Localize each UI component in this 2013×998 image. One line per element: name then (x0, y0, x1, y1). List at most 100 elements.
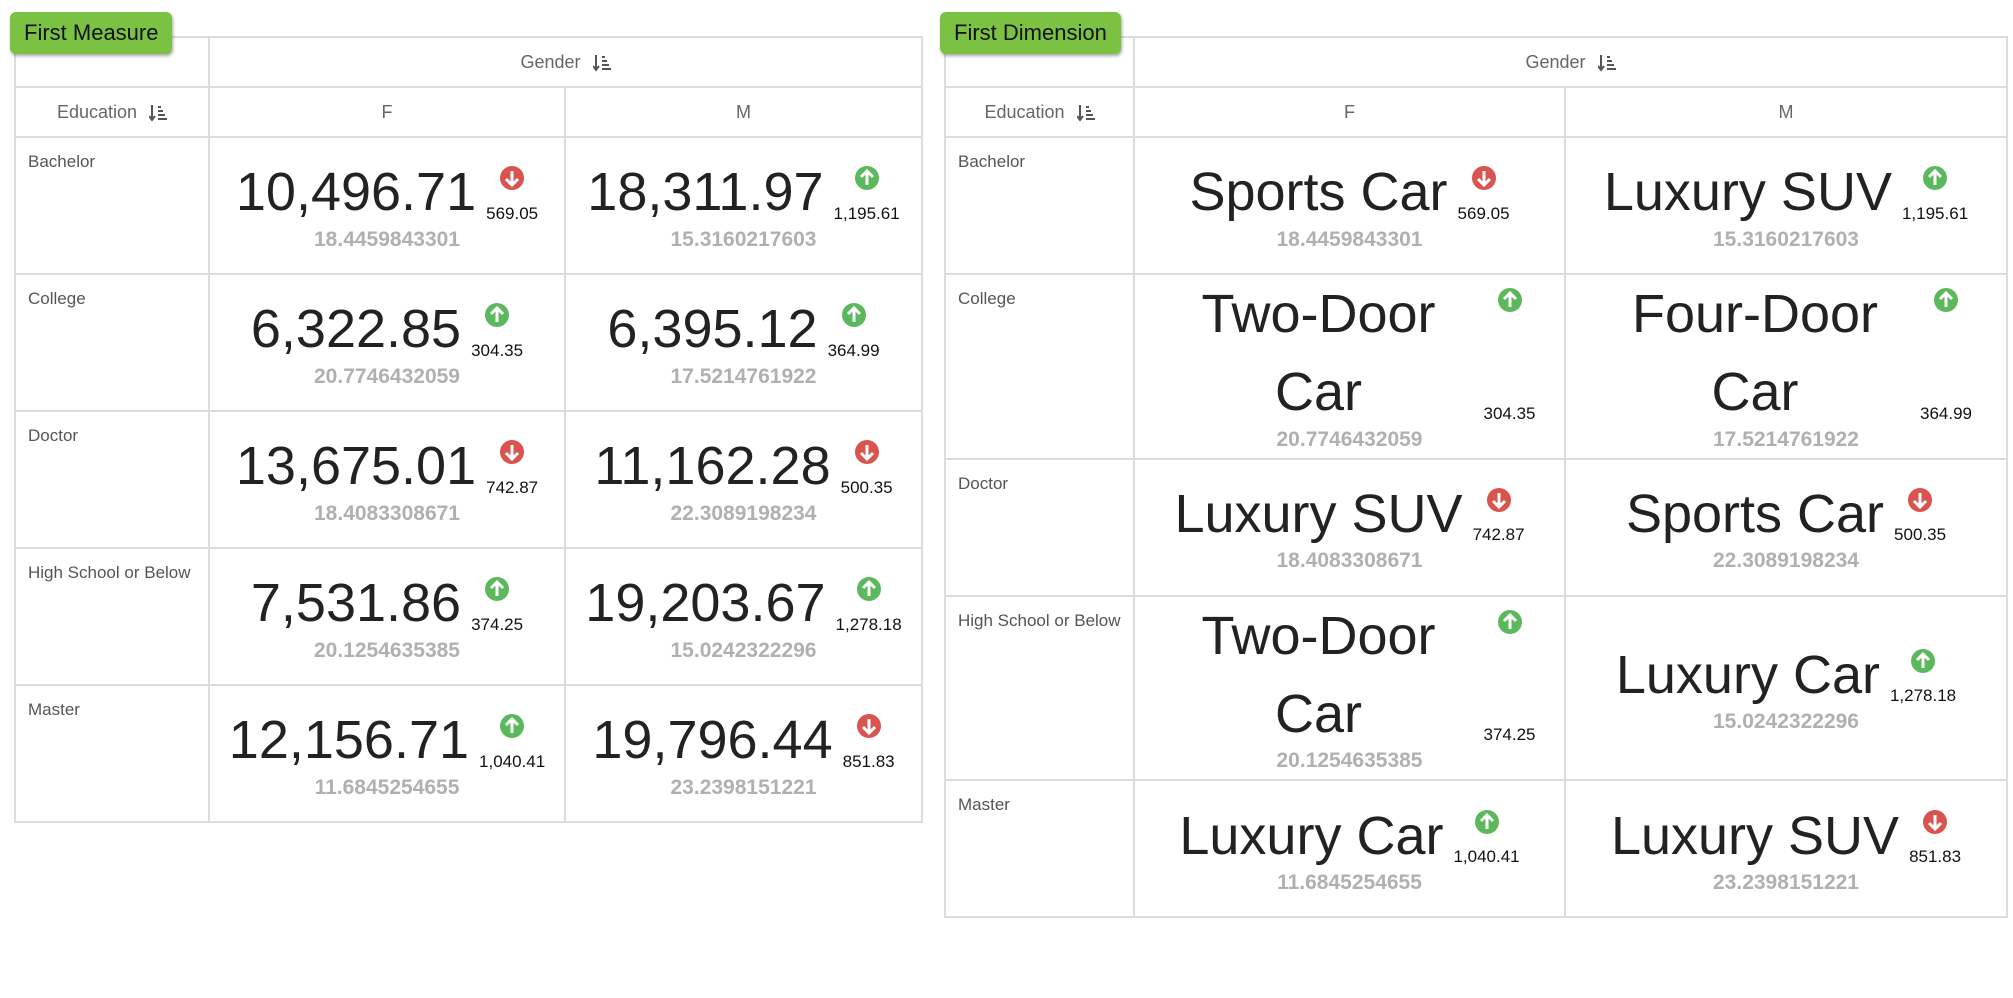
change-value: 374.25 (1483, 725, 1536, 745)
cell-content: Two-Door Car 304.35 (1164, 275, 1536, 432)
badge: First Dimension (940, 12, 1121, 54)
trend-icon (854, 166, 879, 191)
cell-content: Luxury Car 1,278.18 (1616, 636, 1956, 714)
column-header: Gender (1133, 36, 2008, 88)
data-cell: 7,531.86 374.25 20.1254635385 (208, 547, 566, 686)
data-row: Bachelor Sports Car 569.05 18.4459843301 Lux… (944, 136, 2008, 275)
row-label: Master (14, 684, 210, 823)
cell-sub-value: 20.7746432059 (314, 364, 460, 388)
data-cell: 18,311.97 1,195.61 15.3160217603 (564, 136, 923, 275)
change-value: 1,040.41 (479, 751, 546, 771)
row-header: Education (14, 86, 210, 138)
data-cell: 11,162.28 500.35 22.3089198234 (564, 410, 923, 549)
data-row: Bachelor 10,496.71 569.05 18.4459843301 18,3… (14, 136, 923, 275)
cell-value: 7,531.86 (250, 573, 462, 634)
row-label: Bachelor (944, 136, 1135, 275)
data-row: College 6,322.85 304.35 20.7746432059 6,395.… (14, 273, 923, 412)
trend-icon (1486, 487, 1511, 512)
cell-content: 11,162.28 500.35 (594, 427, 892, 505)
change-value: 1,195.61 (1901, 203, 1969, 223)
row-header-label: Education (984, 101, 1065, 122)
cell-content: 12,156.71 1,040.41 (229, 701, 545, 779)
data-cell: 6,395.12 364.99 17.5214761922 (564, 273, 923, 412)
data-cell: Two-Door Car 304.35 20.7746432059 (1133, 273, 1566, 460)
row-label: College (14, 273, 210, 412)
data-cell: 19,796.44 851.83 23.2398151221 (564, 684, 923, 823)
change-value: 364.99 (827, 340, 880, 360)
cell-content: Luxury SUV 1,195.61 (1604, 153, 1968, 231)
cell-change: 500.35 (1894, 475, 1946, 553)
header-row: Education F M (14, 86, 923, 138)
trend-icon (856, 714, 881, 739)
cell-change: 742.87 (486, 427, 538, 505)
cell-content: 6,322.85 304.35 (251, 290, 523, 368)
sort-icon[interactable] (1596, 54, 1616, 72)
change-value: 374.25 (471, 614, 524, 634)
data-cell: Luxury Car 1,040.41 11.6845254655 (1133, 779, 1566, 919)
trend-icon (500, 166, 525, 191)
cell-change: 851.83 (1909, 797, 1961, 875)
change-value: 569.05 (1457, 203, 1510, 223)
trend-icon (500, 440, 525, 465)
cell-value: 10,496.71 (235, 162, 477, 223)
row-label: Bachelor (14, 136, 210, 275)
cell-sub-value: 23.2398151221 (1713, 870, 1859, 894)
trend-icon (1497, 609, 1522, 634)
cell-content: 19,203.67 1,278.18 (585, 564, 901, 642)
sort-icon[interactable] (148, 104, 168, 122)
column-header: Gender (208, 36, 923, 88)
cell-sub-value: 18.4459843301 (1276, 227, 1423, 251)
data-cell: Luxury SUV 1,195.61 15.3160217603 (1564, 136, 2008, 275)
cell-sub-value: 20.1254635385 (314, 638, 460, 662)
cell-change: 500.35 (841, 427, 893, 505)
cell-sub-value: 15.3160217603 (1713, 227, 1859, 251)
data-cell: Luxury SUV 851.83 23.2398151221 (1564, 779, 2008, 919)
cell-value: Luxury Car (1179, 805, 1444, 866)
change-value: 500.35 (1894, 525, 1947, 545)
row-label: College (944, 273, 1135, 460)
cell-sub-value: 20.1254635385 (1276, 749, 1423, 773)
data-cell: Two-Door Car 374.25 20.1254635385 (1133, 594, 1566, 782)
cell-content: 19,796.44 851.83 (592, 701, 894, 779)
cell-content: Four-Door Car 364.99 (1600, 275, 1972, 432)
change-value: 1,040.41 (1453, 846, 1520, 866)
trend-icon (1911, 648, 1936, 673)
cell-content: 13,675.01 742.87 (236, 427, 538, 505)
data-cell: Sports Car 569.05 18.4459843301 (1133, 136, 1566, 275)
cell-value: 11,162.28 (594, 436, 831, 497)
cell-change: 1,195.61 (1902, 153, 1968, 231)
trend-icon (1934, 288, 1958, 312)
data-cell: Luxury SUV 742.87 18.4083308671 (1133, 457, 1566, 597)
cell-value: Two-Door Car (1201, 284, 1436, 423)
cell-sub-value: 17.5214761922 (1713, 427, 1859, 451)
trend-icon (1908, 487, 1933, 512)
column-label: M (564, 86, 923, 138)
sort-icon[interactable] (591, 54, 611, 72)
sort-icon[interactable] (1075, 104, 1095, 122)
cell-value: 19,203.67 (585, 573, 826, 634)
cell-content: Luxury Car 1,040.41 (1179, 797, 1519, 875)
column-header-label: Gender (520, 51, 581, 72)
cell-change: 364.99 (1920, 275, 1972, 432)
change-value: 851.83 (842, 751, 895, 771)
trend-icon (1923, 166, 1948, 191)
change-value: 1,195.61 (833, 203, 900, 223)
cell-value: 19,796.44 (592, 710, 833, 771)
pivot-table: Gender Education F M Bachelor Sports Car 569.0… (944, 36, 2008, 919)
data-cell: 19,203.67 1,278.18 15.0242322296 (564, 547, 923, 686)
change-value: 304.35 (1483, 403, 1536, 423)
cell-value: Luxury Car (1615, 644, 1880, 705)
cell-content: Sports Car 569.05 (1189, 153, 1509, 231)
data-cell: Luxury Car 1,278.18 15.0242322296 (1564, 594, 2008, 782)
cell-content: Sports Car 500.35 (1626, 475, 1946, 553)
change-value: 1,278.18 (1889, 686, 1957, 706)
trend-icon (1497, 288, 1522, 312)
cell-change: 1,040.41 (479, 701, 545, 779)
data-row: High School or Below 7,531.86 374.25 20.125… (14, 547, 923, 686)
cell-change: 364.99 (828, 290, 880, 368)
trend-icon (854, 440, 879, 465)
pivot-panel: First Dimension Gender Education F M Bachelor… (940, 12, 2008, 919)
column-label: F (1133, 86, 1566, 138)
cell-content: Luxury SUV 742.87 (1174, 475, 1524, 553)
trend-icon (1923, 809, 1948, 834)
